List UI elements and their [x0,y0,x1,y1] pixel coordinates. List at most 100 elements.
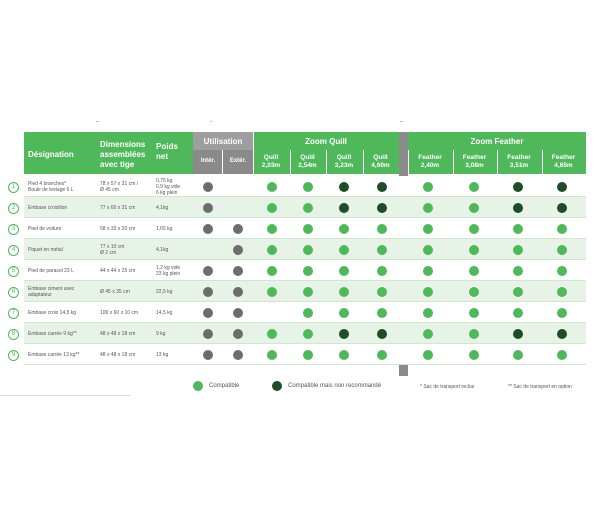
compatible-dot [303,181,313,192]
row-dimensions: 77 x 10 cm [100,243,125,250]
compatible-dot [423,349,433,360]
compatible-dot [513,244,523,255]
compatible-dot [339,223,349,234]
quill-model-length: 2,03m [261,162,281,169]
row-number-badge: 8 [8,328,19,340]
header-dimensions-cell [97,132,152,174]
compatible-dot [267,328,277,339]
row-dimensions: 48 x 48 x 18 cm [100,330,136,337]
legend-note-2: ** Sac de transport en option [508,384,572,390]
quill-model-header-cell [326,150,363,174]
row-dimensions: 78 x 57 x 31 cm / [100,180,139,187]
compatible-not-recommended-dot [339,181,349,192]
header-designation-cell [24,132,97,174]
header-dimensions-line3: avec tige [100,160,135,169]
compatible-dot [339,286,349,297]
compatible-dot [557,307,567,318]
compatible-dot [303,202,313,213]
row-weight: 9 kg [156,330,166,337]
header-exterieur-cell [223,150,253,174]
row-weight: 1,2 kg vide [156,264,181,271]
compatible-dot [267,244,277,255]
feather-model-header-cell [408,150,453,174]
outdoor-use-dot [233,328,243,339]
compatible-dot [339,349,349,360]
compatible-dot [423,244,433,255]
compatible-dot [423,223,433,234]
indoor-use-dot [203,328,213,339]
quill-model-name: Quill [300,154,315,161]
compatible-dot [469,286,479,297]
row-dimensions: Ø 45 cm [100,186,119,193]
compatible-dot [513,223,523,234]
compatible-dot [377,265,387,276]
compatible-dot [469,307,479,318]
quill-model-length: 3,23m [334,162,354,169]
row-weight: 4,1kg [156,246,169,253]
compatible-dot [377,223,387,234]
compatible-dot [339,244,349,255]
quill-model-length: 4,60m [371,162,390,169]
outdoor-use-dot [233,244,243,255]
row-weight: 14,5 kg [156,309,173,316]
compatible-dot [303,244,313,255]
row-number-badge: 7 [8,307,19,319]
row-weight: 13 kg [156,351,169,358]
compatible-dot [377,307,387,318]
feather-model-name: Feather [418,154,442,161]
compatible-not-recommended-dot [377,328,387,339]
row-designation: Embase carrée 9 kg** [28,330,77,337]
feather-model-name: Feather [462,154,487,161]
compatible-dot [267,223,277,234]
feather-model-length: 4,65m [554,162,573,169]
row-dimensions: 44 x 44 x 25 cm [100,267,136,274]
compatible-dot [469,202,479,213]
quill-model-name: Quill [336,154,352,161]
row-weight: 0,75 kg [156,177,173,184]
quill-model-header-cell [253,150,290,174]
compatible-dot [339,307,349,318]
row-number-badge: 3 [8,223,19,235]
compatible-dot [469,244,479,255]
header-zoom-feather-cell [408,132,586,150]
header-poids-line2: net [156,152,168,161]
feather-model-name: Feather [507,154,531,161]
compatible-dot [423,265,433,276]
feather-model-length: 3,51m [509,162,529,169]
row-designation: Embase croix 14,5 kg [28,309,77,316]
compatible-dot [557,244,567,255]
row-number-badge: 1 [8,181,19,193]
compatible-dot [423,202,433,213]
outdoor-use-dot [233,265,243,276]
compatible-not-recommended-dot [339,202,349,213]
row-designation: Boule de lestage 6 L [28,186,74,193]
legend-compatible-dot [193,381,203,391]
compatible-not-recommended-dot [377,181,387,192]
row-number-badge: 6 [8,286,19,298]
row-weight: 0,9 kg vide [156,183,181,190]
compatible-dot [513,349,523,360]
compatible-dot [267,265,277,276]
row-number-badge: 9 [8,349,19,361]
compatible-dot [377,286,387,297]
compatible-dot [377,244,387,255]
outdoor-use-dot [233,307,243,318]
row-designation: Piquet en métal [28,246,63,253]
legend-not-recommended-dot [272,381,282,391]
compatible-not-recommended-dot [513,181,523,192]
row-dimensions: Ø 2 cm [100,249,117,256]
compatible-dot [267,286,277,297]
row-weight: 1,65 kg [156,225,173,232]
compatible-dot [303,286,313,297]
compatible-dot [557,265,567,276]
compatible-dot [267,181,277,192]
compatible-dot [377,349,387,360]
row-designation: Embase ciment avec [28,285,75,292]
row-weight: 23 kg plein [156,270,181,277]
header-dimensions-line1: Dimensions [100,140,146,149]
compatible-dot [339,265,349,276]
legend-not-recommended-label: Compatible mais non recommandé [288,383,382,389]
row-dimensions: 48 x 48 x 18 cm [100,351,136,358]
indoor-use-dot [203,202,213,213]
